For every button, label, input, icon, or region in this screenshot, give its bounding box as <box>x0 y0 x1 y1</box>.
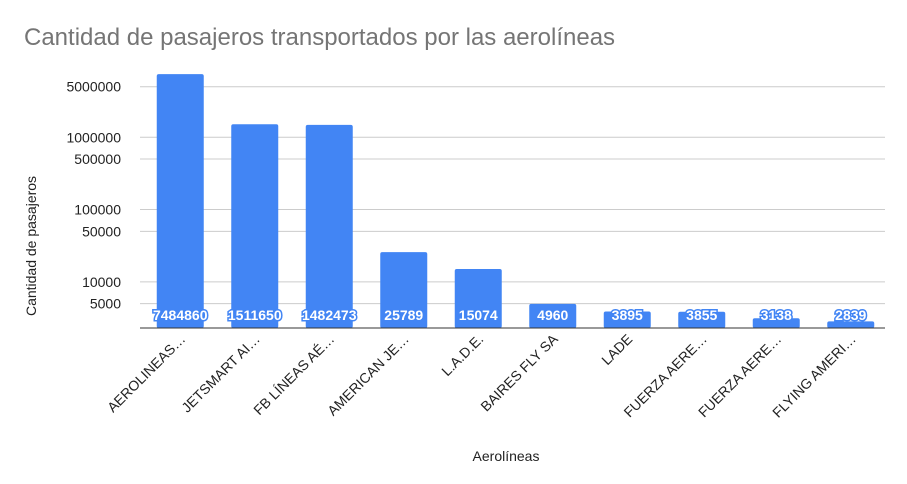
x-tick-label: AEROLINEAS… <box>104 331 188 415</box>
bar <box>752 318 800 328</box>
data-label: 4960 <box>537 307 568 323</box>
data-label: 7484860 <box>153 307 208 323</box>
x-tick-label: AMERICAN JE… <box>324 331 412 419</box>
data-label: 1511650 <box>228 307 282 323</box>
data-label: 25789 <box>384 307 423 323</box>
x-tick-label: L.A.D.E. <box>438 331 486 379</box>
y-axis-ticks: 5000 10000 50000 100000 500000 1000000 5000000 <box>66 79 121 312</box>
data-label: 2839 <box>835 307 866 323</box>
data-label: 1482473 <box>302 307 357 323</box>
y-tick-label: 1000000 <box>66 129 121 145</box>
x-tick-label: FB LÍNEAS AÉ… <box>250 331 337 418</box>
data-label: 3138 <box>761 307 792 323</box>
y-axis-title: Cantidad de pasajeros <box>23 176 39 316</box>
data-labels: 7484860 1511650 1482473 25789 15074 4960 3895 3… <box>151 306 868 325</box>
y-tick-label: 500000 <box>74 151 121 167</box>
bar <box>380 252 428 328</box>
y-tick-label: 5000000 <box>66 79 121 95</box>
y-tick-label: 50000 <box>82 223 121 239</box>
y-tick-label: 5000 <box>90 296 121 312</box>
bar <box>827 321 875 328</box>
bar <box>603 311 651 328</box>
x-tick-label: FLYING AMERI… <box>769 331 859 421</box>
x-axis-ticks: AEROLINEAS…JETSMART AI…FB LÍNEAS AÉ…AMER… <box>104 330 859 420</box>
y-tick-label: 100000 <box>74 202 121 218</box>
data-label: 15074 <box>459 307 498 323</box>
data-label: 3855 <box>686 307 717 323</box>
bars <box>156 74 875 329</box>
x-tick-label: BAIRES FLY SA <box>477 330 561 414</box>
bar <box>231 124 279 329</box>
y-tick-label: 10000 <box>82 274 121 290</box>
bar <box>678 311 726 328</box>
bar <box>454 268 502 328</box>
bar <box>529 303 577 328</box>
chart-title: Cantidad de pasajeros transportados por … <box>24 24 615 51</box>
x-axis-title: Aerolíneas <box>473 448 540 464</box>
data-label: 3895 <box>612 307 643 323</box>
x-tick-label: LADE <box>598 331 635 368</box>
bar <box>156 74 204 328</box>
bar <box>305 124 353 328</box>
x-tick-label: JETSMART AI… <box>178 331 263 416</box>
